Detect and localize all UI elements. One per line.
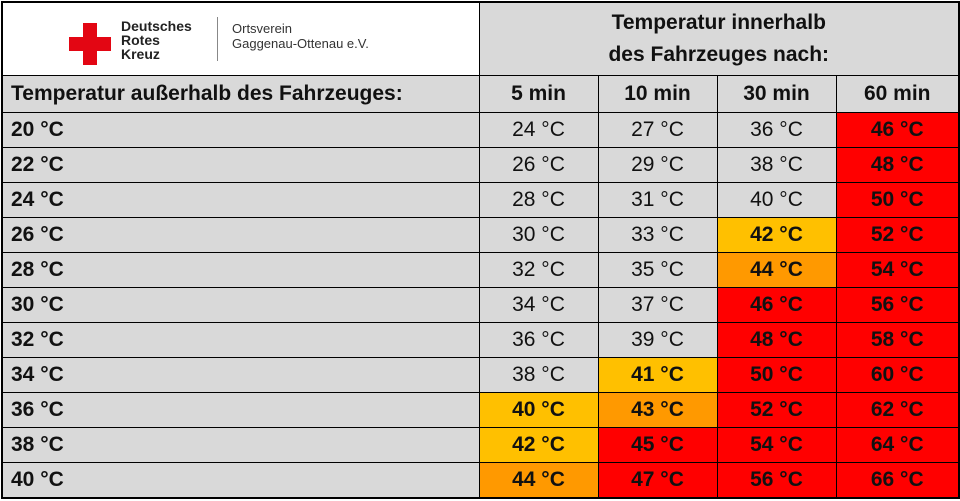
red-cross	[69, 23, 111, 65]
inside-temp: 52 °C	[835, 217, 960, 253]
table-row: 28 °C 32 °C 35 °C 44 °C 54 °C	[1, 252, 960, 288]
inside-temp: 38 °C	[478, 357, 599, 393]
outside-temp: 36 °C	[1, 392, 480, 428]
inside-temp: 36 °C	[478, 322, 599, 358]
inside-temp: 33 °C	[597, 217, 718, 253]
inside-temp: 52 °C	[716, 392, 837, 428]
inside-temp: 44 °C	[716, 252, 837, 288]
title-line: Temperatur innerhalb	[611, 11, 826, 34]
inside-temp: 56 °C	[716, 462, 837, 499]
inside-temp: 34 °C	[478, 287, 599, 323]
row-label-header: Temperatur außerhalb des Fahrzeuges:	[1, 75, 480, 113]
inside-temp: 45 °C	[597, 427, 718, 463]
table-row: 24 °C 28 °C 31 °C 40 °C 50 °C	[1, 182, 960, 218]
outside-temp: 20 °C	[1, 112, 480, 148]
inside-temp: 28 °C	[478, 182, 599, 218]
outside-temp: 28 °C	[1, 252, 480, 288]
logo-cell: Deutsches Rotes Kreuz Ortsverein Gaggenau-O…	[1, 1, 480, 76]
inside-temp: 54 °C	[716, 427, 837, 463]
inside-temp: 27 °C	[597, 112, 718, 148]
outside-temp: 34 °C	[1, 357, 480, 393]
inside-temp: 24 °C	[478, 112, 599, 148]
branch-line: Gaggenau-Ottenau e.V.	[232, 36, 369, 51]
column-header: 30 min	[716, 75, 837, 113]
inside-temp: 41 °C	[597, 357, 718, 393]
outside-temp: 40 °C	[1, 462, 480, 499]
inside-temp: 40 °C	[478, 392, 599, 428]
org-line: Kreuz	[121, 46, 160, 62]
inside-temp: 56 °C	[835, 287, 960, 323]
org-name: Deutsches Rotes Kreuz	[121, 19, 192, 61]
outside-temp: 26 °C	[1, 217, 480, 253]
header-title: Temperatur innerhalb des Fahrzeuges nach:	[478, 1, 960, 76]
inside-temp: 35 °C	[597, 252, 718, 288]
inside-temp: 39 °C	[597, 322, 718, 358]
inside-temp: 43 °C	[597, 392, 718, 428]
org-line: Deutsches	[121, 18, 192, 34]
table-row: 40 °C 44 °C 47 °C 56 °C 66 °C	[1, 462, 960, 499]
title-line: des Fahrzeuges nach:	[608, 43, 830, 66]
table-row: 30 °C 34 °C 37 °C 46 °C 56 °C	[1, 287, 960, 323]
outside-temp: 38 °C	[1, 427, 480, 463]
inside-temp: 54 °C	[835, 252, 960, 288]
inside-temp: 32 °C	[478, 252, 599, 288]
inside-temp: 44 °C	[478, 462, 599, 499]
column-header: 10 min	[597, 75, 718, 113]
outside-temp: 24 °C	[1, 182, 480, 218]
org-line: Rotes	[121, 32, 160, 48]
table-row: 20 °C 24 °C 27 °C 36 °C 46 °C	[1, 112, 960, 148]
inside-temp: 66 °C	[835, 462, 960, 499]
outside-temp: 30 °C	[1, 287, 480, 323]
branch-name: Ortsverein Gaggenau-Ottenau e.V.	[232, 21, 369, 51]
inside-temp: 40 °C	[716, 182, 837, 218]
inside-temp: 31 °C	[597, 182, 718, 218]
table-row: 32 °C 36 °C 39 °C 48 °C 58 °C	[1, 322, 960, 358]
column-header: 60 min	[835, 75, 960, 113]
table-row: 36 °C 40 °C 43 °C 52 °C 62 °C	[1, 392, 960, 428]
inside-temp: 48 °C	[835, 147, 960, 183]
inside-temp: 58 °C	[835, 322, 960, 358]
inside-temp: 46 °C	[716, 287, 837, 323]
inside-temp: 37 °C	[597, 287, 718, 323]
inside-temp: 50 °C	[716, 357, 837, 393]
inside-temp: 42 °C	[716, 217, 837, 253]
inside-temp: 46 °C	[835, 112, 960, 148]
outside-temp: 22 °C	[1, 147, 480, 183]
column-header: 5 min	[478, 75, 599, 113]
inside-temp: 50 °C	[835, 182, 960, 218]
inside-temp: 47 °C	[597, 462, 718, 499]
inside-temp: 36 °C	[716, 112, 837, 148]
table-row: 22 °C 26 °C 29 °C 38 °C 48 °C	[1, 147, 960, 183]
inside-temp: 26 °C	[478, 147, 599, 183]
table-row: 34 °C 38 °C 41 °C 50 °C 60 °C	[1, 357, 960, 393]
outside-temp: 32 °C	[1, 322, 480, 358]
table-row: 26 °C 30 °C 33 °C 42 °C 52 °C	[1, 217, 960, 253]
inside-temp: 42 °C	[478, 427, 599, 463]
separator	[217, 17, 218, 61]
inside-temp: 29 °C	[597, 147, 718, 183]
table-row: 38 °C 42 °C 45 °C 54 °C 64 °C	[1, 427, 960, 463]
inside-temp: 60 °C	[835, 357, 960, 393]
branch-line: Ortsverein	[232, 21, 292, 36]
inside-temp: 38 °C	[716, 147, 837, 183]
inside-temp: 62 °C	[835, 392, 960, 428]
inside-temp: 64 °C	[835, 427, 960, 463]
inside-temp: 48 °C	[716, 322, 837, 358]
inside-temp: 30 °C	[478, 217, 599, 253]
